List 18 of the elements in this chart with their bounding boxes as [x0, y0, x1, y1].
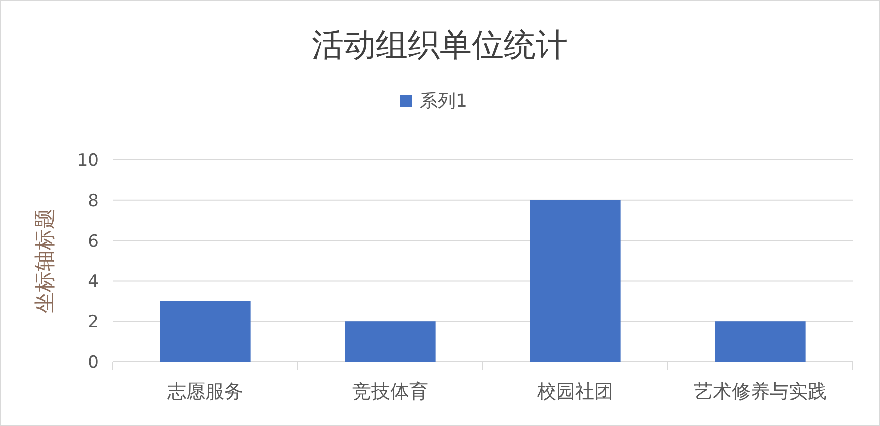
chart-title: 活动组织单位统计: [312, 26, 568, 64]
bar: [715, 322, 806, 362]
legend: 系列1: [400, 91, 468, 112]
x-tick-label: 志愿服务: [168, 381, 244, 403]
y-tick-label: 4: [88, 272, 99, 292]
y-axis-title: 坐标轴标题: [33, 208, 57, 314]
x-tick-label: 竞技体育: [352, 381, 428, 403]
x-tick-label: 艺术修养与实践: [694, 381, 827, 403]
y-tick-label: 2: [88, 312, 99, 333]
bar: [345, 322, 436, 362]
y-tick-label: 0: [88, 353, 99, 373]
y-tick-label: 10: [77, 151, 99, 171]
bar: [530, 200, 621, 362]
y-tick-label: 6: [88, 232, 99, 252]
legend-label: 系列1: [420, 91, 468, 112]
bar: [160, 301, 251, 362]
x-tick-label: 校园社团: [536, 381, 614, 403]
y-tick-label: 8: [88, 191, 99, 212]
